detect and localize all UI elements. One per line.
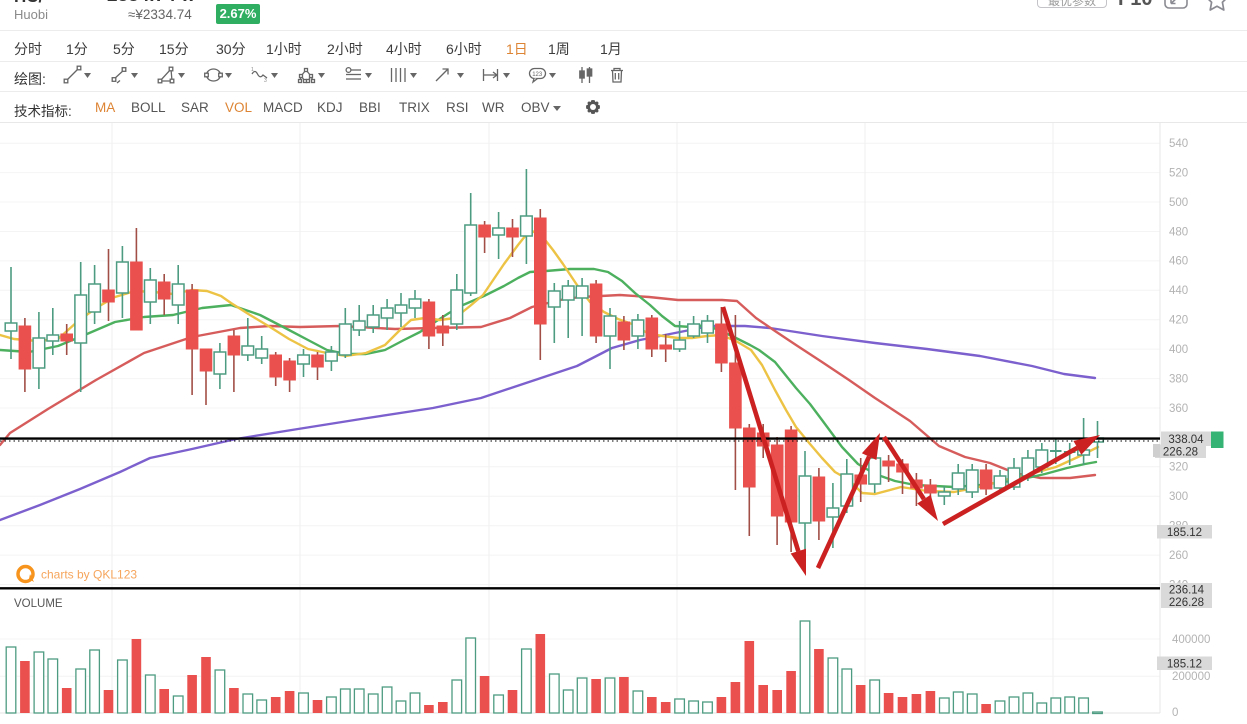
svg-text:420: 420 (1169, 315, 1188, 327)
svg-text:400: 400 (1169, 344, 1188, 356)
svg-text:360: 360 (1169, 403, 1188, 415)
svg-text:VOLUME: VOLUME (14, 598, 63, 610)
svg-text:3: 3 (264, 78, 267, 84)
svg-text:500: 500 (1169, 197, 1188, 209)
svg-text:charts by QKL123: charts by QKL123 (41, 568, 137, 582)
svg-text:400000: 400000 (1172, 634, 1210, 646)
svg-text:300: 300 (1169, 491, 1188, 503)
svg-text:185.12: 185.12 (1167, 527, 1202, 539)
svg-text:123: 123 (532, 72, 543, 78)
svg-text:200000: 200000 (1172, 671, 1210, 683)
svg-text:338.04: 338.04 (1168, 434, 1204, 446)
svg-text:320: 320 (1169, 462, 1188, 474)
svg-text:440: 440 (1169, 285, 1188, 297)
svg-text:540: 540 (1169, 138, 1188, 150)
svg-text:460: 460 (1169, 256, 1188, 268)
svg-text:480: 480 (1169, 226, 1188, 238)
svg-text:520: 520 (1169, 167, 1188, 179)
svg-text:1: 1 (251, 67, 254, 73)
svg-text:260: 260 (1169, 550, 1188, 562)
svg-text:185.12: 185.12 (1167, 658, 1202, 670)
svg-text:236.14: 236.14 (1169, 584, 1205, 596)
svg-text:380: 380 (1169, 373, 1188, 385)
svg-text:0: 0 (1172, 707, 1178, 719)
svg-text:226.28: 226.28 (1163, 446, 1198, 458)
svg-text:226.28: 226.28 (1169, 597, 1204, 609)
